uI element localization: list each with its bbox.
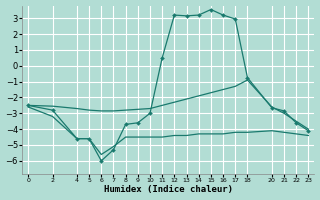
X-axis label: Humidex (Indice chaleur): Humidex (Indice chaleur) (104, 185, 233, 194)
